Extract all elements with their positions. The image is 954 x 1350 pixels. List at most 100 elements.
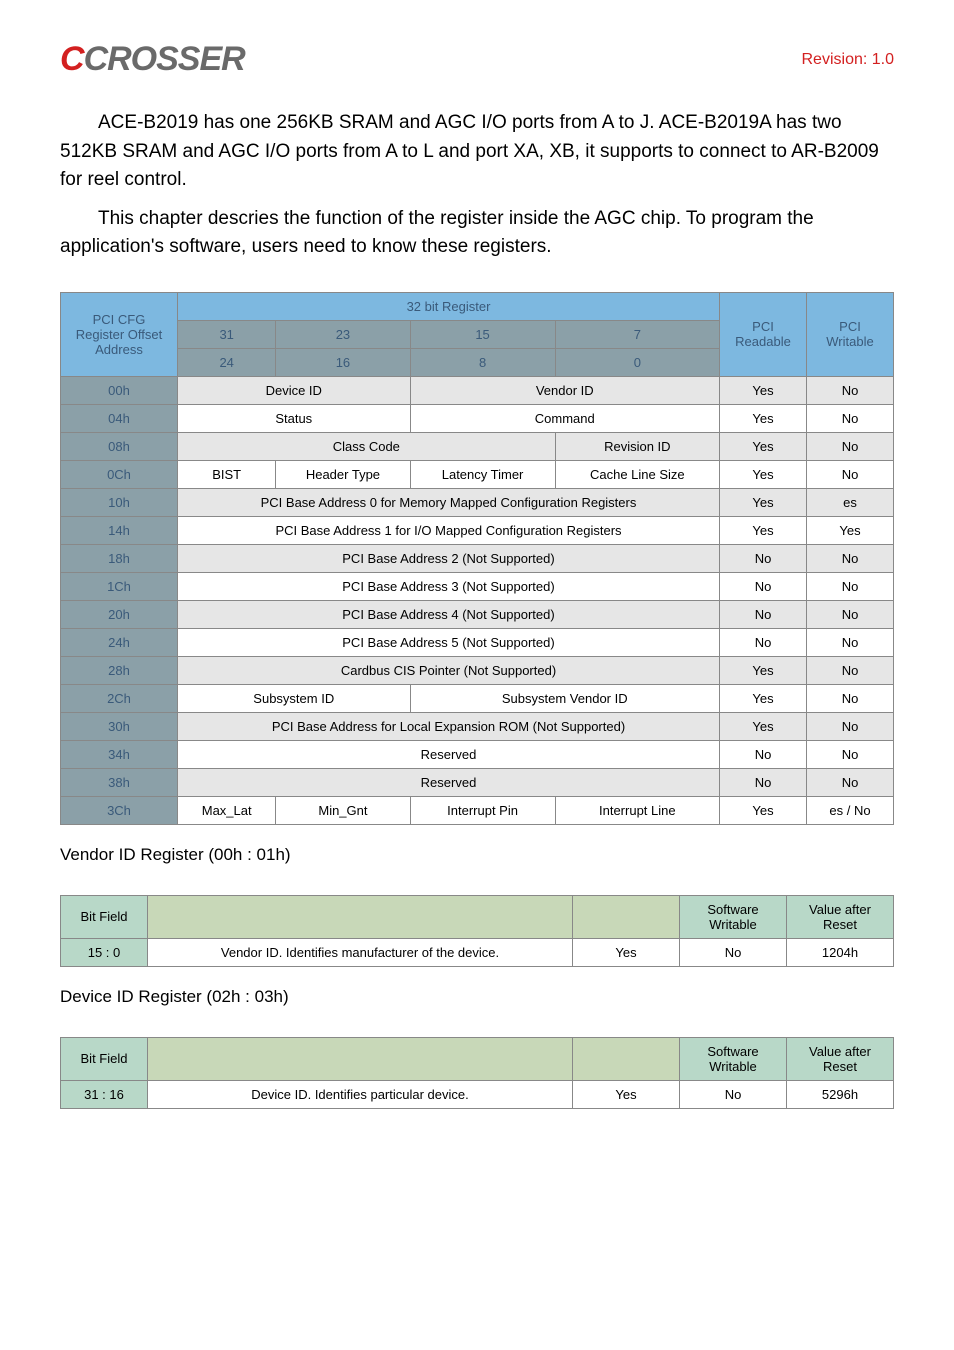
table-row-offset: 1Ch (61, 572, 178, 600)
table-readable: Yes (720, 516, 807, 544)
table-writable: es / No (807, 796, 894, 824)
table-writable: No (807, 656, 894, 684)
bit-23: 23 (276, 320, 410, 348)
table-cell: Subsystem Vendor ID (410, 684, 719, 712)
table-row-offset: 04h (61, 404, 178, 432)
table-cell: PCI Base Address 0 for Memory Mapped Con… (178, 488, 720, 516)
table-row-offset: 10h (61, 488, 178, 516)
table-cell: PCI Base Address 3 (Not Supported) (178, 572, 720, 600)
table-cell: PCI Base Address 4 (Not Supported) (178, 600, 720, 628)
table-row-offset: 30h (61, 712, 178, 740)
table-writable: es (807, 488, 894, 516)
bit-16: 16 (276, 348, 410, 376)
header-row: CCROSSER Revision: 1.0 (60, 40, 894, 79)
table-cell: Header Type (276, 460, 410, 488)
bit-8: 8 (410, 348, 555, 376)
table-cell: BIST (178, 460, 276, 488)
col-readable: PCI Readable (720, 292, 807, 376)
table-readable: Yes (720, 488, 807, 516)
bit-15: 15 (410, 320, 555, 348)
col-32bit: 32 bit Register (178, 292, 720, 320)
table-cell: Cache Line Size (555, 460, 719, 488)
table-readable: Yes (720, 796, 807, 824)
table-row-offset: 34h (61, 740, 178, 768)
table-row-offset: 24h (61, 628, 178, 656)
device-h-empty (573, 1037, 680, 1080)
table-readable: Yes (720, 404, 807, 432)
table-readable: No (720, 768, 807, 796)
table-cell: Reserved (178, 768, 720, 796)
table-readable: Yes (720, 712, 807, 740)
table-row-offset: 18h (61, 544, 178, 572)
table-cell: Reserved (178, 740, 720, 768)
vendor-id-title: Vendor ID Register (00h : 01h) (60, 845, 894, 865)
bit-24: 24 (178, 348, 276, 376)
table-cell: Vendor ID (410, 376, 719, 404)
device-desc: Device ID. Identifies particular device. (148, 1080, 573, 1108)
table-cell: PCI Base Address for Local Expansion ROM… (178, 712, 720, 740)
logo-red: C (60, 40, 84, 78)
bit-0: 0 (555, 348, 719, 376)
table-readable: Yes (720, 460, 807, 488)
table-readable: Yes (720, 432, 807, 460)
table-row-offset: 14h (61, 516, 178, 544)
table-cell: Command (410, 404, 719, 432)
vendor-h-bf: Bit Field (61, 895, 148, 938)
table-writable: No (807, 376, 894, 404)
device-h-sw: Software Writable (680, 1037, 787, 1080)
device-va: 5296h (787, 1080, 894, 1108)
vendor-h-empty (573, 895, 680, 938)
table-writable: No (807, 460, 894, 488)
table-readable: No (720, 544, 807, 572)
table-row-offset: 38h (61, 768, 178, 796)
vendor-h-desc (148, 895, 573, 938)
table-cell: PCI Base Address 2 (Not Supported) (178, 544, 720, 572)
table-readable: No (720, 628, 807, 656)
table-cell: PCI Base Address 1 for I/O Mapped Config… (178, 516, 720, 544)
table-readable: No (720, 572, 807, 600)
table-writable: No (807, 684, 894, 712)
intro-para-2: This chapter descries the function of th… (60, 205, 894, 262)
table-readable: Yes (720, 684, 807, 712)
device-c3: Yes (573, 1080, 680, 1108)
vendor-c3: Yes (573, 938, 680, 966)
table-readable: No (720, 740, 807, 768)
table-writable: No (807, 600, 894, 628)
vendor-desc: Vendor ID. Identifies manufacturer of th… (148, 938, 573, 966)
table-readable: Yes (720, 656, 807, 684)
logo: CCROSSER (60, 40, 245, 79)
table-writable: No (807, 628, 894, 656)
vendor-bf: 15 : 0 (61, 938, 148, 966)
vendor-va: 1204h (787, 938, 894, 966)
vendor-sw: No (680, 938, 787, 966)
device-h-desc (148, 1037, 573, 1080)
table-cell: Device ID (178, 376, 411, 404)
table-cell: Interrupt Pin (410, 796, 555, 824)
table-row-offset: 28h (61, 656, 178, 684)
table-row-offset: 3Ch (61, 796, 178, 824)
vendor-id-table: Bit Field Software Writable Value after … (60, 895, 894, 967)
table-cell: PCI Base Address 5 (Not Supported) (178, 628, 720, 656)
pci-cfg-table: PCI CFG Register Offset Address 32 bit R… (60, 292, 894, 825)
table-cell: Max_Lat (178, 796, 276, 824)
table-row-offset: 20h (61, 600, 178, 628)
bit-31: 31 (178, 320, 276, 348)
table-row-offset: 2Ch (61, 684, 178, 712)
device-id-title: Device ID Register (02h : 03h) (60, 987, 894, 1007)
col-offset: PCI CFG Register Offset Address (61, 292, 178, 376)
device-bf: 31 : 16 (61, 1080, 148, 1108)
device-h-bf: Bit Field (61, 1037, 148, 1080)
device-sw: No (680, 1080, 787, 1108)
table-readable: No (720, 600, 807, 628)
device-h-va: Value after Reset (787, 1037, 894, 1080)
logo-gray: CROSSER (84, 40, 245, 78)
table-row-offset: 0Ch (61, 460, 178, 488)
table-writable: No (807, 404, 894, 432)
table-writable: No (807, 544, 894, 572)
vendor-h-sw: Software Writable (680, 895, 787, 938)
revision-text: Revision: 1.0 (802, 51, 895, 69)
vendor-h-va: Value after Reset (787, 895, 894, 938)
table-writable: No (807, 712, 894, 740)
table-writable: No (807, 432, 894, 460)
table-cell: Subsystem ID (178, 684, 411, 712)
